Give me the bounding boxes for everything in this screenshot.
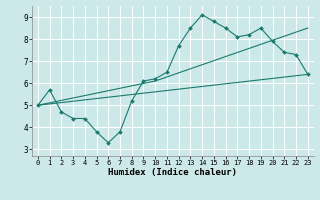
X-axis label: Humidex (Indice chaleur): Humidex (Indice chaleur) [108, 168, 237, 177]
